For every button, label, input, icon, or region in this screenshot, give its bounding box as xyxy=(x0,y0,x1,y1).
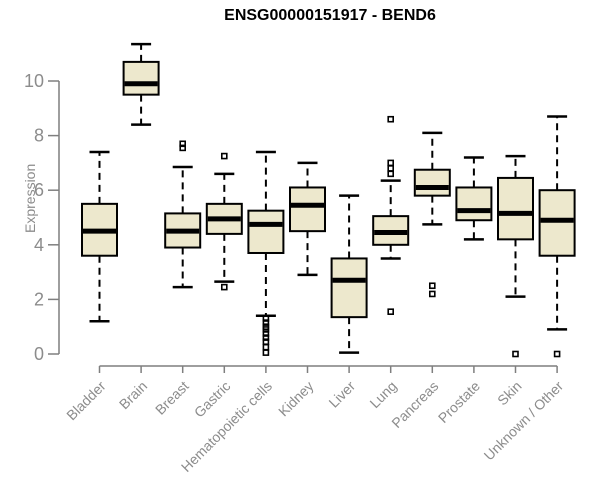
x-tick-label-skin: Skin xyxy=(494,378,525,409)
outlier-point-hematopoietic-cells-0 xyxy=(262,315,270,322)
box-liver xyxy=(330,257,368,319)
outlier-point-hematopoietic-cells-7 xyxy=(262,343,270,351)
outlier-point-hematopoietic-cells-6 xyxy=(262,338,270,346)
x-tick-label-prostate: Prostate xyxy=(435,378,483,426)
box-unknown-other xyxy=(538,189,576,257)
box-brain xyxy=(122,60,160,96)
outlier-point-lung-1 xyxy=(387,159,395,167)
chart-title: ENSG00000151917 - BEND6 xyxy=(224,7,436,24)
outlier-point-lung-4 xyxy=(387,308,395,315)
y-tick-label-2: 2 xyxy=(34,289,44,309)
outlier-point-hematopoietic-cells-5 xyxy=(262,334,270,341)
outlier-point-hematopoietic-cells-4 xyxy=(262,330,270,337)
x-tick-label-liver: Liver xyxy=(325,378,358,411)
x-tick-label-brain: Brain xyxy=(116,378,150,412)
y-axis-title: Expression xyxy=(22,163,38,233)
outlier-point-lung-2 xyxy=(387,165,395,172)
box-kidney xyxy=(289,186,326,233)
x-tick-label-lung: Lung xyxy=(366,378,399,411)
outlier-point-pancreas-0 xyxy=(428,282,436,290)
outlier-point-breast-1 xyxy=(179,140,186,148)
box-prostate xyxy=(455,186,493,222)
y-tick-label-0: 0 xyxy=(34,344,44,364)
outlier-point-hematopoietic-cells-3 xyxy=(262,326,270,333)
outlier-point-hematopoietic-cells-8 xyxy=(262,349,270,356)
y-tick-label-4: 4 xyxy=(34,235,44,255)
outlier-point-breast-0 xyxy=(179,144,186,152)
outlier-point-lung-0 xyxy=(387,115,395,123)
outlier-point-hematopoietic-cells-1 xyxy=(262,319,270,326)
x-tick-label-breast: Breast xyxy=(152,378,192,418)
box-pancreas xyxy=(413,168,451,197)
y-tick-label-10: 10 xyxy=(24,71,44,91)
y-tick-label-8: 8 xyxy=(34,126,44,146)
x-tick-label-bladder: Bladder xyxy=(63,378,109,424)
outlier-point-skin-0 xyxy=(512,350,519,358)
y-tick-label-6: 6 xyxy=(34,180,44,200)
x-tick-label-unknown-other: Unknown / Other xyxy=(481,378,567,464)
outlier-point-pancreas-1 xyxy=(428,290,436,298)
outlier-point-lung-3 xyxy=(387,170,395,178)
outlier-point-gastric-0 xyxy=(221,152,228,160)
x-tick-label-kidney: Kidney xyxy=(275,378,317,420)
box-hematopoietic-cells xyxy=(247,209,285,254)
outlier-point-unknown-other-0 xyxy=(553,350,561,358)
box-skin xyxy=(497,176,534,241)
outlier-point-gastric-1 xyxy=(221,283,228,291)
